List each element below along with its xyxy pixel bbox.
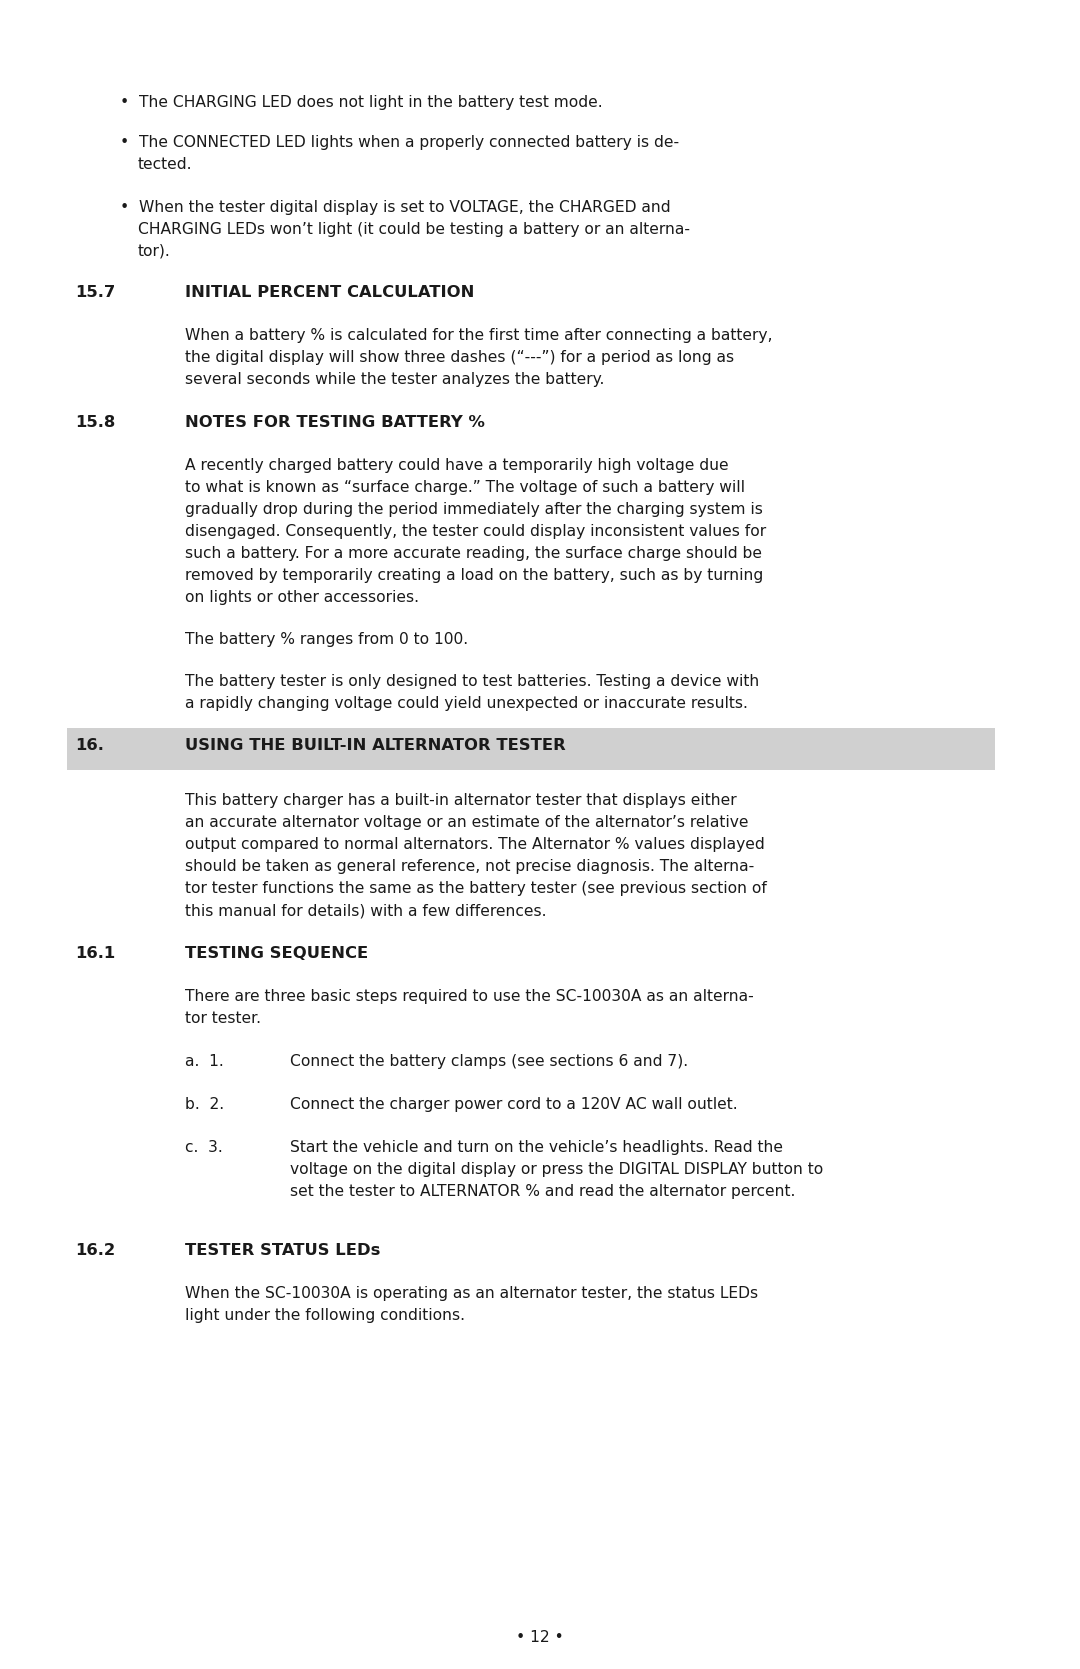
Text: c.  3.: c. 3. [185,1140,222,1155]
Text: Connect the charger power cord to a 120V AC wall outlet.: Connect the charger power cord to a 120V… [291,1097,738,1112]
Text: gradually drop during the period immediately after the charging system is: gradually drop during the period immedia… [185,502,762,517]
Text: this manual for details) with a few differences.: this manual for details) with a few diff… [185,903,546,918]
Text: removed by temporarily creating a load on the battery, such as by turning: removed by temporarily creating a load o… [185,567,764,582]
Bar [67,728,995,769]
Text: tected.: tected. [138,157,192,172]
Text: on lights or other accessories.: on lights or other accessories. [185,591,419,604]
Text: 16.: 16. [75,738,104,753]
Text: •  The CHARGING LED does not light in the battery test mode.: • The CHARGING LED does not light in the… [120,95,603,110]
Text: disengaged. Consequently, the tester could display inconsistent values for: disengaged. Consequently, the tester cou… [185,524,766,539]
Text: tor tester.: tor tester. [185,1011,261,1026]
Text: CHARGING LEDs won’t light (it could be testing a battery or an alterna-: CHARGING LEDs won’t light (it could be t… [138,222,690,237]
Text: such a battery. For a more accurate reading, the surface charge should be: such a battery. For a more accurate read… [185,546,762,561]
Text: •  When the tester digital display is set to VOLTAGE, the CHARGED and: • When the tester digital display is set… [120,200,671,215]
Text: b.  2.: b. 2. [185,1097,225,1112]
Text: output compared to normal alternators. The Alternator % values displayed: output compared to normal alternators. T… [185,836,765,851]
Text: A recently charged battery could have a temporarily high voltage due: A recently charged battery could have a … [185,457,729,472]
Text: an accurate alternator voltage or an estimate of the alternator’s relative: an accurate alternator voltage or an est… [185,814,748,829]
Text: NOTES FOR TESTING BATTERY %: NOTES FOR TESTING BATTERY % [185,416,485,431]
Text: Start the vehicle and turn on the vehicle’s headlights. Read the: Start the vehicle and turn on the vehicl… [291,1140,783,1155]
Text: set the tester to ALTERNATOR % and read the alternator percent.: set the tester to ALTERNATOR % and read … [291,1183,795,1198]
Text: 16.2: 16.2 [75,1243,116,1258]
Text: The battery % ranges from 0 to 100.: The battery % ranges from 0 to 100. [185,633,468,648]
Text: TESTING SEQUENCE: TESTING SEQUENCE [185,946,368,961]
Text: This battery charger has a built-in alternator tester that displays either: This battery charger has a built-in alte… [185,793,737,808]
Text: 15.7: 15.7 [75,285,116,300]
Text: TESTER STATUS LEDs: TESTER STATUS LEDs [185,1243,380,1258]
Text: •  The CONNECTED LED lights when a properly connected battery is de-: • The CONNECTED LED lights when a proper… [120,135,679,150]
Text: 16.1: 16.1 [75,946,116,961]
Text: USING THE BUILT-IN ALTERNATOR TESTER: USING THE BUILT-IN ALTERNATOR TESTER [185,738,566,753]
Text: tor).: tor). [138,244,171,259]
Text: Connect the battery clamps (see sections 6 and 7).: Connect the battery clamps (see sections… [291,1055,688,1070]
Text: should be taken as general reference, not precise diagnosis. The alterna-: should be taken as general reference, no… [185,860,754,875]
Text: the digital display will show three dashes (“---”) for a period as long as: the digital display will show three dash… [185,350,734,366]
Text: When a battery % is calculated for the first time after connecting a battery,: When a battery % is calculated for the f… [185,329,772,344]
Text: light under the following conditions.: light under the following conditions. [185,1308,465,1324]
Text: a rapidly changing voltage could yield unexpected or inaccurate results.: a rapidly changing voltage could yield u… [185,696,747,711]
Text: 15.8: 15.8 [75,416,116,431]
Text: voltage on the digital display or press the DIGITAL DISPLAY button to: voltage on the digital display or press … [291,1162,823,1177]
Text: The battery tester is only designed to test batteries. Testing a device with: The battery tester is only designed to t… [185,674,759,689]
Text: When the SC-10030A is operating as an alternator tester, the status LEDs: When the SC-10030A is operating as an al… [185,1287,758,1302]
Text: tor tester functions the same as the battery tester (see previous section of: tor tester functions the same as the bat… [185,881,767,896]
Text: several seconds while the tester analyzes the battery.: several seconds while the tester analyze… [185,372,605,387]
Text: There are three basic steps required to use the SC-10030A as an alterna-: There are three basic steps required to … [185,990,754,1005]
Text: to what is known as “surface charge.” The voltage of such a battery will: to what is known as “surface charge.” Th… [185,481,745,496]
Text: INITIAL PERCENT CALCULATION: INITIAL PERCENT CALCULATION [185,285,474,300]
Text: a.  1.: a. 1. [185,1055,224,1070]
Text: • 12 •: • 12 • [516,1631,564,1646]
